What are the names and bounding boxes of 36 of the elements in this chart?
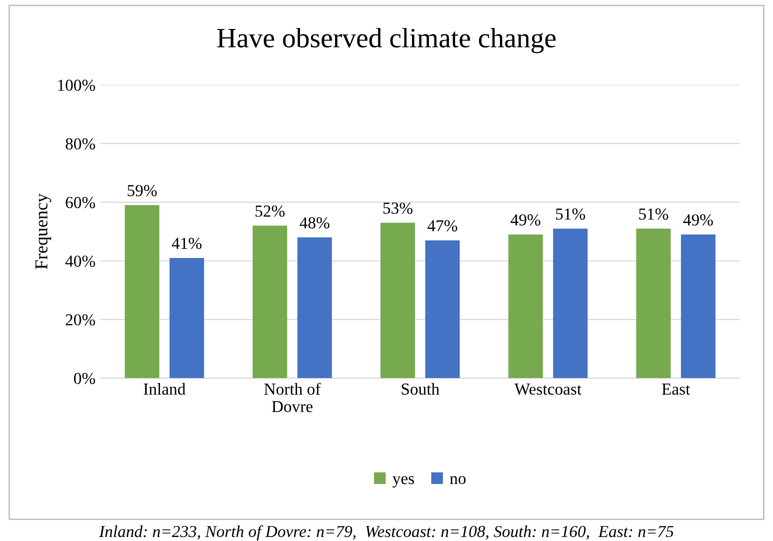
text: 47% xyxy=(428,220,458,232)
text: Inland: n=233, North of Dovre: n=79, Westcoast: n=108, South: n=160, East: n=75 xyxy=(98,525,674,541)
y-tick-label: 100% xyxy=(58,80,96,91)
bar xyxy=(124,205,160,378)
y-tick-label: 80% xyxy=(66,138,96,150)
bar xyxy=(508,234,543,378)
text: 41% xyxy=(172,238,202,250)
text: 48% xyxy=(300,217,330,229)
x-tick-label: South xyxy=(402,383,440,395)
text: 59% xyxy=(128,184,157,196)
x-tick-label: Inland xyxy=(144,383,186,395)
text: 52% xyxy=(256,205,285,217)
y-axis-title: Frequency xyxy=(35,194,52,270)
legend-label: yes xyxy=(392,476,414,488)
y-tick-label: 40% xyxy=(65,256,96,267)
text: 51% xyxy=(556,208,586,220)
chart-title: Have observed climate change xyxy=(217,28,556,54)
text: 49% xyxy=(510,214,540,226)
y-tick-label: 0% xyxy=(74,372,96,384)
bar xyxy=(252,226,288,378)
bar xyxy=(170,258,204,378)
bar xyxy=(636,228,671,378)
bar xyxy=(425,240,460,378)
x-tick-label: East xyxy=(662,384,690,395)
bar xyxy=(297,237,332,378)
legend-label: no xyxy=(450,476,466,484)
y-tick-label: 60% xyxy=(66,196,96,208)
bar xyxy=(553,228,588,378)
text: 49% xyxy=(683,214,713,226)
y-tick-label: 20% xyxy=(66,314,96,326)
text: 53% xyxy=(383,202,412,214)
bar xyxy=(680,234,716,378)
text: 51% xyxy=(639,208,668,220)
x-tick-label: North of Dovre xyxy=(264,382,321,412)
x-tick-label: Westcoast xyxy=(514,384,582,395)
bar xyxy=(380,222,416,378)
